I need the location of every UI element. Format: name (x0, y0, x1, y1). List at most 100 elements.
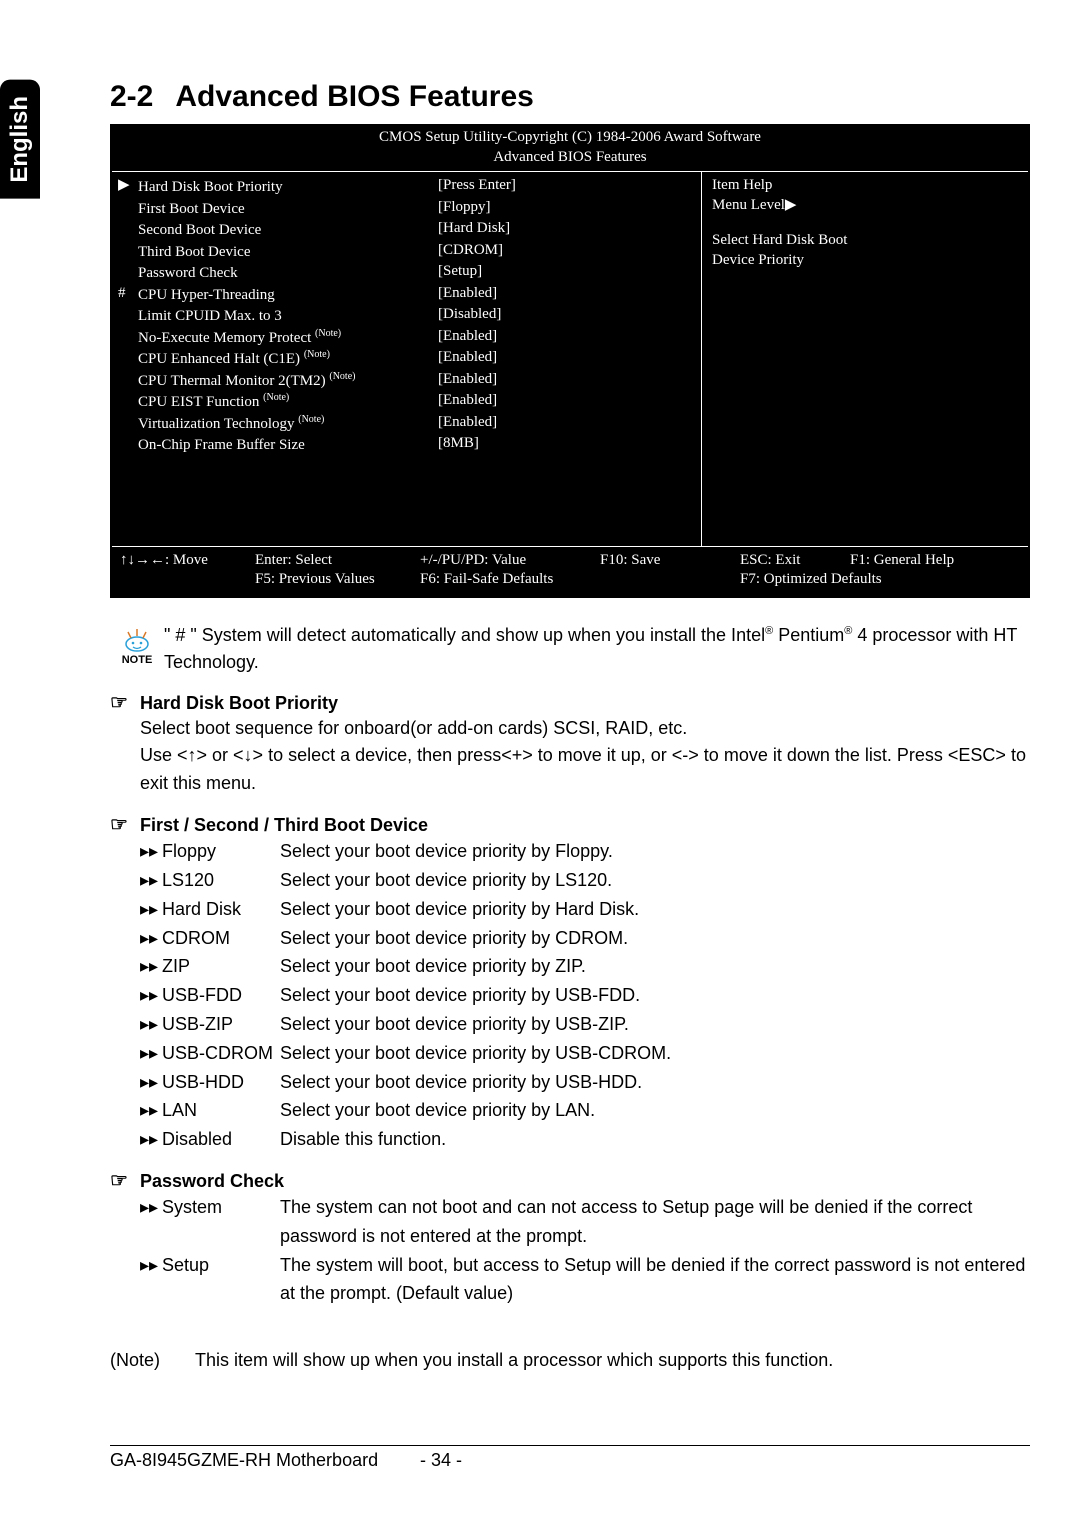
double-arrow-icon: ▸▸ (140, 1193, 162, 1251)
section-title: 2-2Advanced BIOS Features (110, 80, 1030, 114)
option-row: ▸▸USB-ZIPSelect your boot device priorit… (140, 1010, 1030, 1039)
option-name: LAN (162, 1096, 280, 1125)
option-desc: Select your boot device priority by USB-… (280, 1068, 1030, 1097)
option-desc: Select your boot device priority by USB-… (280, 1010, 1030, 1039)
footnote: (Note) This item will show up when you i… (110, 1350, 1030, 1371)
page-footer: GA-8I945GZME-RH Motherboard - 34 - (110, 1445, 1030, 1471)
arrow-right-icon: ▶ (785, 196, 797, 216)
bios-row: Virtualization Technology (Note)[Enabled… (118, 413, 695, 435)
double-arrow-icon: ▸▸ (140, 1096, 162, 1125)
option-desc: Disable this function. (280, 1125, 1030, 1154)
item-password-check: ☞ Password Check ▸▸SystemThe system can … (110, 1168, 1030, 1308)
bios-header-line1: CMOS Setup Utility-Copyright (C) 1984-20… (112, 128, 1028, 148)
item-desc: Use <↑> or <↓> to select a device, then … (140, 742, 1030, 798)
option-row: ▸▸USB-FDDSelect your boot device priorit… (140, 981, 1030, 1010)
option-row: ▸▸LANSelect your boot device priority by… (140, 1096, 1030, 1125)
option-name: Floppy (162, 837, 280, 866)
option-name: USB-FDD (162, 981, 280, 1010)
item-boot-device: ☞ First / Second / Third Boot Device ▸▸F… (110, 812, 1030, 1154)
option-row: ▸▸CDROMSelect your boot device priority … (140, 924, 1030, 953)
bios-row: First Boot Device[Floppy] (118, 198, 695, 220)
pointer-icon: ☞ (110, 1168, 140, 1193)
option-row: ▸▸USB-HDDSelect your boot device priorit… (140, 1068, 1030, 1097)
option-row: ▸▸USB-CDROMSelect your boot device prior… (140, 1039, 1030, 1068)
option-name: USB-CDROM (162, 1039, 280, 1068)
note-text: " # " System will detect automatically a… (164, 622, 1030, 676)
option-name: Hard Disk (162, 895, 280, 924)
option-desc: Select your boot device priority by Hard… (280, 895, 1030, 924)
option-name: CDROM (162, 924, 280, 953)
option-desc: Select your boot device priority by LAN. (280, 1096, 1030, 1125)
option-row: ▸▸SystemThe system can not boot and can … (140, 1193, 1030, 1251)
bios-row: ▶Hard Disk Boot Priority[Press Enter] (118, 176, 695, 198)
option-row: ▸▸SetupThe system will boot, but access … (140, 1251, 1030, 1309)
double-arrow-icon: ▸▸ (140, 1039, 162, 1068)
footer-page-number: - 34 - (420, 1450, 462, 1471)
double-arrow-icon: ▸▸ (140, 866, 162, 895)
option-name: USB-ZIP (162, 1010, 280, 1039)
bios-header-line2: Advanced BIOS Features (112, 148, 1028, 168)
option-desc: The system can not boot and can not acce… (280, 1193, 1030, 1251)
double-arrow-icon: ▸▸ (140, 1125, 162, 1154)
option-name: Disabled (162, 1125, 280, 1154)
bios-row: On-Chip Frame Buffer Size[8MB] (118, 434, 695, 456)
pointer-icon: ☞ (110, 812, 140, 837)
double-arrow-icon: ▸▸ (140, 924, 162, 953)
option-row: ▸▸ZIPSelect your boot device priority by… (140, 952, 1030, 981)
footer-model: GA-8I945GZME-RH Motherboard (110, 1450, 420, 1471)
help-desc-line: Device Priority (712, 251, 1018, 271)
bios-row: CPU Enhanced Halt (C1E) (Note)[Enabled] (118, 348, 695, 370)
note-block: NOTE " # " System will detect automatica… (110, 622, 1030, 676)
option-row: ▸▸FloppySelect your boot device priority… (140, 837, 1030, 866)
double-arrow-icon: ▸▸ (140, 837, 162, 866)
help-desc-line: Select Hard Disk Boot (712, 231, 1018, 251)
option-desc: The system will boot, but access to Setu… (280, 1251, 1030, 1309)
item-title: First / Second / Third Boot Device (140, 815, 428, 836)
footnote-label: (Note) (110, 1350, 195, 1371)
option-name: USB-HDD (162, 1068, 280, 1097)
option-row: ▸▸DisabledDisable this function. (140, 1125, 1030, 1154)
section-name: Advanced BIOS Features (175, 80, 533, 113)
bios-row: Password Check[Setup] (118, 262, 695, 284)
note-icon: NOTE (110, 622, 164, 669)
language-tab: English (0, 80, 40, 199)
bios-row: #CPU Hyper-Threading[Enabled] (118, 284, 695, 306)
help-menu-level: Menu Level▶ (712, 196, 1018, 216)
double-arrow-icon: ▸▸ (140, 1251, 162, 1309)
item-desc: Select boot sequence for onboard(or add-… (140, 715, 1030, 743)
bios-row: No-Execute Memory Protect (Note)[Enabled… (118, 327, 695, 349)
bios-screenshot: CMOS Setup Utility-Copyright (C) 1984-20… (110, 124, 1030, 598)
bios-settings-panel: ▶Hard Disk Boot Priority[Press Enter] Fi… (112, 172, 702, 546)
double-arrow-icon: ▸▸ (140, 1010, 162, 1039)
double-arrow-icon: ▸▸ (140, 1068, 162, 1097)
item-title: Password Check (140, 1171, 284, 1192)
option-name: Setup (162, 1251, 280, 1309)
double-arrow-icon: ▸▸ (140, 981, 162, 1010)
bios-row: Limit CPUID Max. to 3[Disabled] (118, 305, 695, 327)
option-row: ▸▸Hard DiskSelect your boot device prior… (140, 895, 1030, 924)
help-title: Item Help (712, 176, 1018, 196)
double-arrow-icon: ▸▸ (140, 952, 162, 981)
option-name: ZIP (162, 952, 280, 981)
option-desc: Select your boot device priority by USB-… (280, 1039, 1030, 1068)
item-hdbp: ☞ Hard Disk Boot Priority Select boot se… (110, 690, 1030, 799)
item-title: Hard Disk Boot Priority (140, 693, 338, 714)
option-desc: Select your boot device priority by Flop… (280, 837, 1030, 866)
bios-row: CPU Thermal Monitor 2(TM2) (Note)[Enable… (118, 370, 695, 392)
pointer-icon: ☞ (110, 690, 140, 715)
option-desc: Select your boot device priority by LS12… (280, 866, 1030, 895)
double-arrow-icon: ▸▸ (140, 895, 162, 924)
bios-row: Second Boot Device[Hard Disk] (118, 219, 695, 241)
bios-row: CPU EIST Function (Note)[Enabled] (118, 391, 695, 413)
option-desc: Select your boot device priority by USB-… (280, 981, 1030, 1010)
bios-header: CMOS Setup Utility-Copyright (C) 1984-20… (112, 126, 1028, 172)
option-desc: Select your boot device priority by ZIP. (280, 952, 1030, 981)
bios-help-panel: Item Help Menu Level▶ Select Hard Disk B… (702, 172, 1028, 546)
option-desc: Select your boot device priority by CDRO… (280, 924, 1030, 953)
page-content: 2-2Advanced BIOS Features CMOS Setup Uti… (110, 80, 1030, 1371)
option-name: LS120 (162, 866, 280, 895)
option-row: ▸▸LS120Select your boot device priority … (140, 866, 1030, 895)
option-name: System (162, 1193, 280, 1251)
footnote-text: This item will show up when you install … (195, 1350, 833, 1371)
bios-footer: ↑↓→←: Move Enter: Select +/-/PU/PD: Valu… (112, 546, 1028, 596)
